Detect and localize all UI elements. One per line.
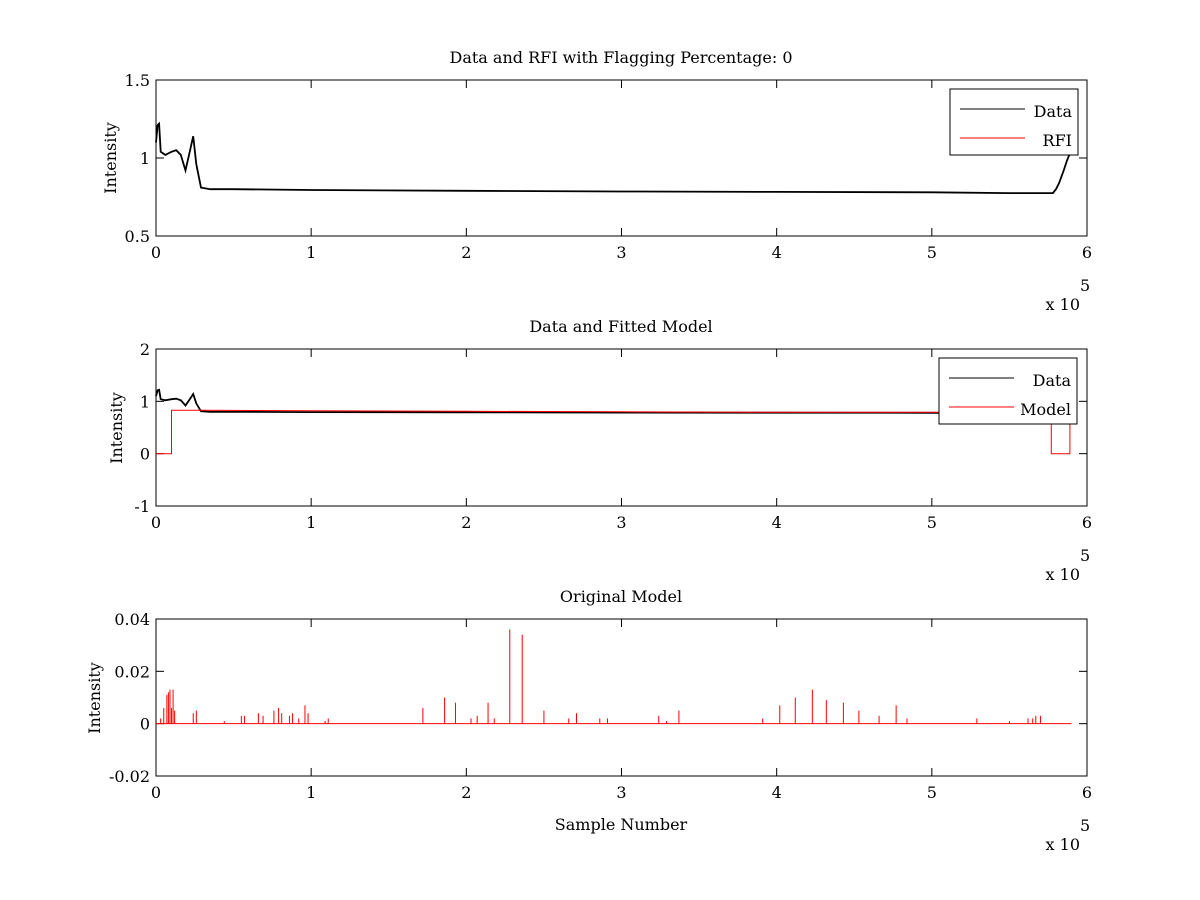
x-tick-label: 3 (616, 783, 626, 802)
legend-box (949, 88, 1079, 156)
panel-2-title: Data and Fitted Model (529, 317, 712, 336)
x-tick-label: 4 (772, 243, 782, 262)
x-tick-label: 0 (151, 783, 161, 802)
panel-3-x-multiplier-exp: 5 (1080, 816, 1090, 835)
x-tick-label: 2 (461, 783, 471, 802)
panel-1-y-label: Intensity (101, 122, 120, 194)
x-tick-label: 2 (461, 513, 471, 532)
x-tick-label: 1 (306, 783, 316, 802)
x-tick-label: 4 (772, 513, 782, 532)
panel-2-x-multiplier-exp: 5 (1080, 546, 1090, 565)
y-tick-label: 0.02 (114, 662, 150, 681)
x-tick-label: 1 (306, 513, 316, 532)
y-tick-label: 1 (140, 392, 150, 411)
panel-3: Original Model Intensity 0 1 2 3 4 5 6-0.0200.… (85, 587, 1092, 854)
y-tick-label: -0.02 (109, 767, 150, 786)
panel-1-axes-box (155, 79, 1088, 237)
legend-box (938, 357, 1078, 425)
y-tick-label: -1 (134, 497, 150, 516)
panel-3-title: Original Model (560, 587, 682, 606)
x-tick-label: 6 (1082, 783, 1092, 802)
x-tick-label: 5 (927, 513, 937, 532)
y-tick-label: 1 (140, 149, 150, 168)
x-tick-label: 5 (927, 243, 937, 262)
y-tick-label: 0 (140, 715, 150, 734)
y-tick-label: 0.5 (125, 227, 150, 246)
y-tick-label: 0.04 (114, 610, 150, 629)
x-tick-label: 3 (616, 243, 626, 262)
panel-1-x-multiplier: x 10 (1046, 295, 1080, 314)
x-tick-label: 3 (616, 513, 626, 532)
panel-2: Data and Fitted Model Intensity 0 1 2 3 4 5 6 -… (107, 317, 1092, 584)
x-tick-label: 5 (927, 783, 937, 802)
panel-3-axes-box (155, 618, 1088, 777)
panel-2-x-multiplier: x 10 (1046, 565, 1080, 584)
x-tick-label: 6 (1082, 513, 1092, 532)
x-tick-label: 1 (306, 243, 316, 262)
y-tick-label: 1.5 (125, 71, 150, 90)
legend-label: Data (1033, 371, 1072, 390)
panel-2-axes-box (155, 348, 1088, 507)
panel-1-title: Data and RFI with Flagging Percentage: 0 (449, 48, 792, 67)
x-tick-label: 0 (151, 513, 161, 532)
panel-3-x-label: Sample Number (555, 815, 688, 834)
y-tick-label: 2 (140, 340, 150, 359)
legend-label: RFI (1043, 131, 1072, 150)
series-model-line (156, 409, 1071, 455)
y-tick-label: 0 (140, 445, 150, 464)
legend-label: Data (1034, 102, 1073, 121)
x-tick-label: 2 (461, 243, 471, 262)
x-tick-label: 4 (772, 783, 782, 802)
x-tick-label: 6 (1082, 243, 1092, 262)
panel-3-x-multiplier: x 10 (1046, 835, 1080, 854)
panel-3-y-label: Intensity (85, 662, 104, 734)
panel-1: Data and RFI with Flagging Percentage: 0… (101, 48, 1092, 314)
legend-label: Model (1020, 400, 1071, 419)
x-tick-label: 0 (151, 243, 161, 262)
panel-2-y-label: Intensity (107, 392, 126, 464)
panel-1-x-multiplier-exp: 5 (1080, 276, 1090, 295)
panel-1-plot: 0 1 2 3 4 5 6 0.5 1 1.5 Data RFI (125, 71, 1093, 262)
series-data-line (155, 121, 1074, 195)
